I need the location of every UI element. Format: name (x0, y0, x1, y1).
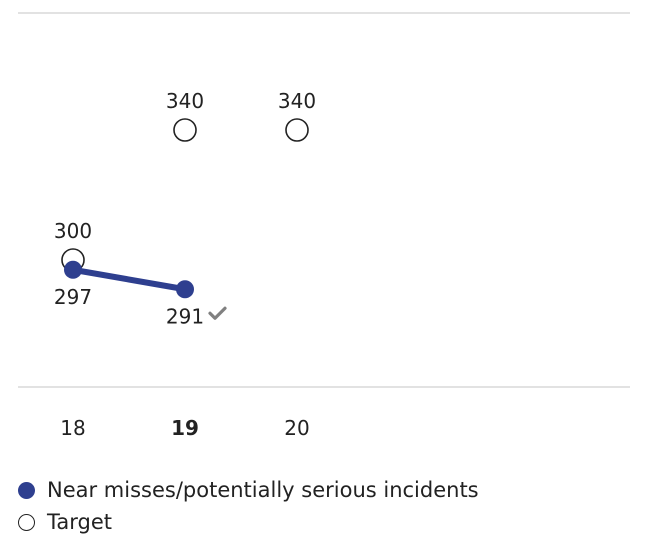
near-misses-marker (64, 260, 82, 279)
chart-plot: 300 340 340 297 291 18 19 20 (18, 12, 630, 440)
target-marker (173, 118, 197, 142)
checkmark-icon (208, 306, 227, 320)
marks-layer (61, 118, 309, 299)
series-line-layer (70, 266, 188, 293)
x-axis-tick-label: 18 (60, 416, 85, 440)
target-value-label: 340 (166, 89, 204, 113)
x-axis-tick-label: 20 (284, 416, 309, 440)
near-misses-value-label: 297 (54, 285, 92, 309)
x-axis-tick-label: 19 (171, 416, 199, 440)
target-value-label: 340 (278, 89, 316, 113)
near-misses-value-label: 291 (166, 304, 204, 328)
legend-item-target: Target (18, 506, 658, 534)
legend-label-near-misses: Near misses/potentially serious incident… (47, 478, 479, 502)
target-marker (285, 118, 309, 142)
labels-layer: 300 340 340 297 291 (54, 89, 316, 328)
legend-item-near-misses: Near misses/potentially serious incident… (18, 474, 658, 506)
target-value-label: 300 (54, 219, 92, 243)
near-misses-series-line (70, 266, 188, 293)
x-axis: 18 19 20 (60, 416, 309, 440)
filled-circle-icon (18, 481, 35, 499)
legend-label-target: Target (47, 510, 112, 534)
near-misses-marker (176, 280, 194, 299)
hollow-circle-icon (18, 513, 35, 531)
legend: Near misses/potentially serious incident… (18, 474, 658, 534)
